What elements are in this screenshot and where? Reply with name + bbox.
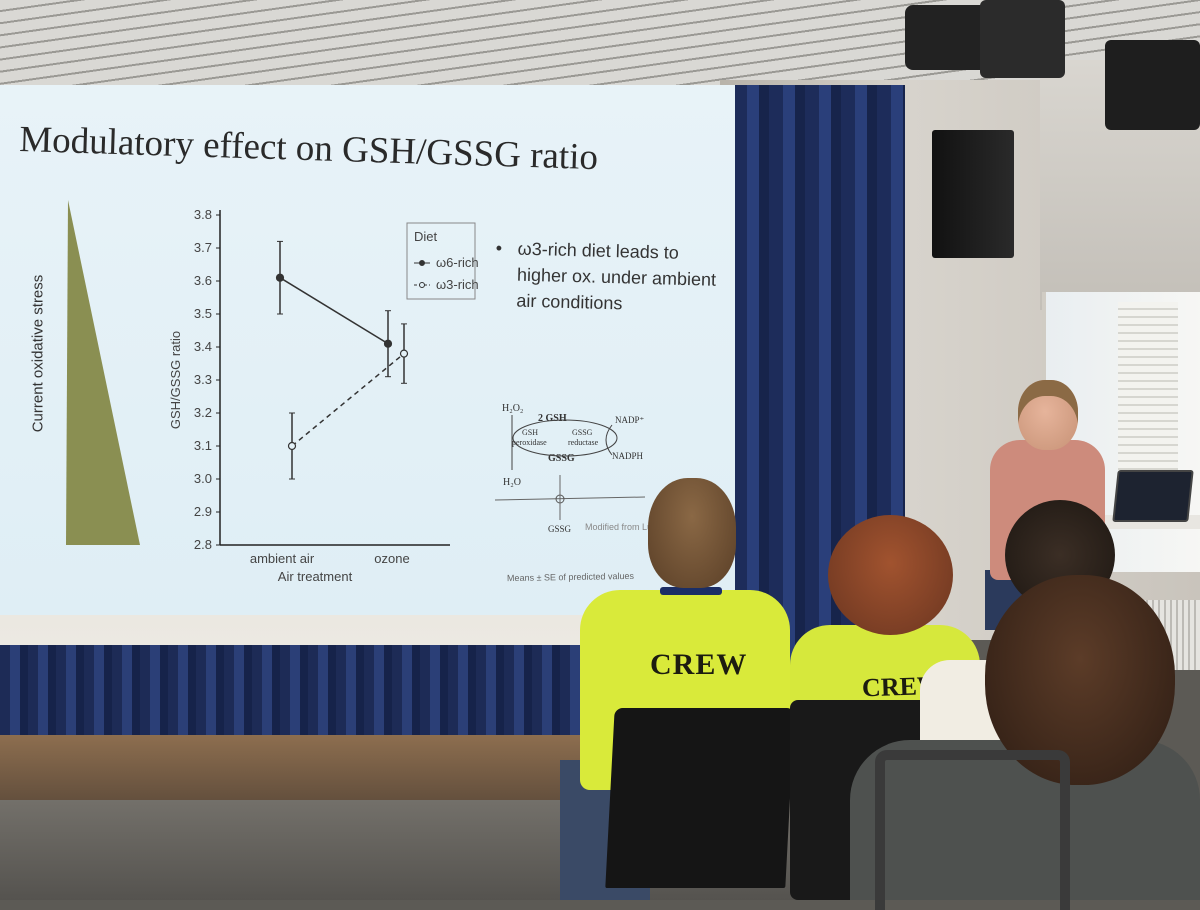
chair bbox=[605, 708, 795, 888]
diagram-nadph: NADPH bbox=[612, 451, 644, 461]
y-tick-label: 3.2 bbox=[194, 405, 212, 420]
chair bbox=[875, 750, 1070, 910]
diagram-h2o: H₂O bbox=[503, 477, 521, 488]
diagram-gsh-peroxidase-2: peroxidase bbox=[512, 438, 547, 447]
data-point bbox=[383, 339, 393, 348]
diagram-nadp: NADP⁺ bbox=[615, 415, 645, 425]
x-tick-label: ambient air bbox=[250, 551, 315, 566]
laptop bbox=[1112, 470, 1194, 522]
diagram-gssg-reductase-2: reductase bbox=[568, 438, 599, 447]
y-tick-label: 3.1 bbox=[194, 438, 212, 453]
legend-label: ω3-rich bbox=[436, 277, 479, 292]
y-tick-label: 3.3 bbox=[194, 372, 212, 387]
stage-light bbox=[980, 0, 1065, 78]
diagram-cycle-loop bbox=[512, 419, 618, 457]
y-tick-label: 3.7 bbox=[194, 240, 212, 255]
lanyard bbox=[660, 587, 722, 595]
y-tick-label: 2.9 bbox=[194, 504, 212, 519]
chart-series bbox=[275, 240, 409, 480]
series-line bbox=[291, 353, 405, 447]
data-point bbox=[399, 349, 409, 358]
x-tick-label: ozone bbox=[374, 551, 409, 566]
legend-swatch-marker bbox=[419, 282, 425, 288]
line-chart: 3.8 3.7 3.6 3.5 3.4 3.3 3.2 3.1 3.0 2.9 2.8 ambient… bbox=[168, 207, 479, 584]
y-tick-label: 3.4 bbox=[194, 339, 212, 354]
y-tick-label: 3.8 bbox=[194, 207, 212, 222]
oxidative-stress-triangle bbox=[66, 200, 140, 545]
series-line bbox=[279, 277, 389, 345]
diagram-baseline bbox=[494, 496, 646, 501]
bullet-dot: • bbox=[495, 238, 503, 259]
y-axis-title: GSH/GSSG ratio bbox=[168, 331, 183, 429]
audience-member-head bbox=[648, 478, 736, 588]
legend-label: ω6-rich bbox=[436, 255, 479, 270]
x-axis-title: Air treatment bbox=[278, 569, 353, 584]
y-tick-label: 3.6 bbox=[194, 273, 212, 288]
diagram-arrow bbox=[605, 424, 613, 456]
y-tick-label: 3.0 bbox=[194, 471, 212, 486]
diagram-gssg-reductase-1: GSSG bbox=[572, 428, 593, 437]
y-tick-label: 3.5 bbox=[194, 306, 212, 321]
presenter-head bbox=[1018, 380, 1078, 450]
data-point bbox=[287, 441, 297, 451]
triangle-label: Current oxidative stress bbox=[29, 274, 47, 433]
diagram-gsh-peroxidase-1: GSH bbox=[522, 428, 538, 437]
crew-shirt-text: CREW bbox=[650, 648, 748, 681]
diagram-gssg-bottom: GSSG bbox=[548, 524, 572, 534]
bullet-text: ω3-rich diet leads to higher ox. under a… bbox=[516, 238, 717, 314]
slide-bullet: • ω3-rich diet leads to higher ox. under… bbox=[494, 235, 726, 319]
legend-box bbox=[406, 222, 476, 300]
glutathione-cycle-diagram: H₂O₂ 2 GSH NADP⁺ GSH peroxidase GSSG red… bbox=[494, 403, 646, 534]
diagram-h2o2: H₂O₂ bbox=[502, 403, 523, 414]
diagram-gssg: GSSG bbox=[548, 453, 575, 464]
loudspeaker bbox=[932, 130, 1014, 258]
legend-swatch-marker bbox=[419, 260, 425, 266]
stage-light bbox=[1105, 40, 1200, 130]
slide-credit: Modified from Lu 2 bbox=[585, 522, 660, 532]
diagram-gsh: 2 GSH bbox=[538, 413, 567, 424]
y-tick-label: 2.8 bbox=[194, 537, 212, 552]
chart-axes: 3.8 3.7 3.6 3.5 3.4 3.3 3.2 3.1 3.0 2.9 2.8 ambient… bbox=[168, 207, 450, 584]
slide-graphics bbox=[66, 200, 140, 545]
chart-legend: Diet ω6-rich ω3-rich bbox=[406, 222, 479, 300]
data-point bbox=[275, 273, 285, 282]
audience-member-head bbox=[828, 515, 953, 635]
legend-title: Diet bbox=[414, 229, 438, 244]
